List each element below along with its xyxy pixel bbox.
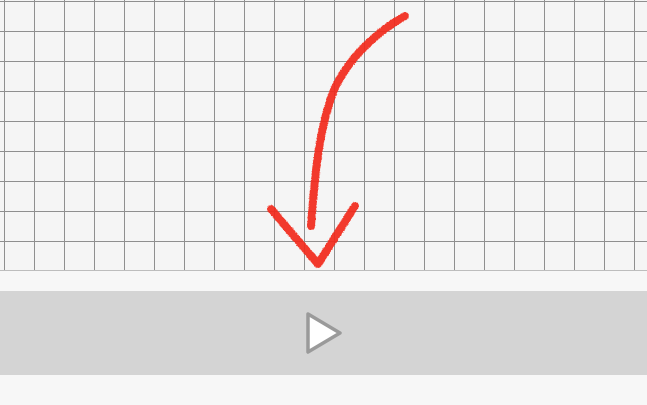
playback-control-bar: [0, 291, 647, 375]
arrow-shaft-stroke: [307, 12, 409, 230]
grid-canvas[interactable]: [0, 0, 647, 271]
arrow-head-stroke: [267, 202, 359, 268]
drawing-layer: [267, 12, 409, 268]
play-button[interactable]: [300, 309, 348, 357]
bottom-strip: [0, 375, 647, 405]
play-icon: [305, 312, 342, 354]
canvas-gap: [0, 271, 647, 291]
